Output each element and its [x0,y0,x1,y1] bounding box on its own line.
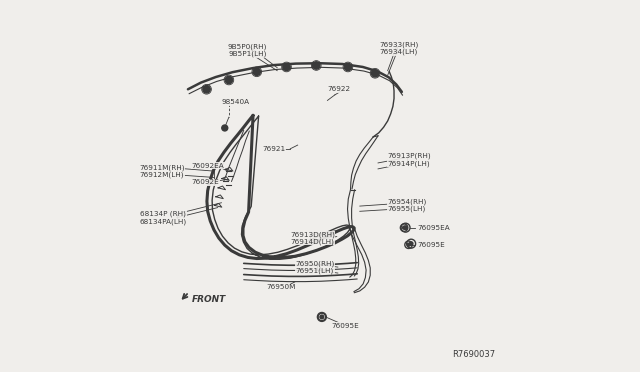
Circle shape [283,63,291,71]
Circle shape [320,315,324,319]
Circle shape [321,315,323,318]
Text: 76092E: 76092E [191,179,220,185]
Circle shape [407,243,410,246]
Circle shape [225,76,232,84]
Text: 98540A: 98540A [221,99,250,105]
Text: 9B5P0(RH)
9B5P1(LH): 9B5P0(RH) 9B5P1(LH) [228,43,267,57]
Circle shape [344,63,351,71]
Circle shape [222,125,228,131]
Text: 76095E: 76095E [418,242,445,248]
Circle shape [312,62,320,69]
Circle shape [403,226,406,229]
Circle shape [253,68,260,76]
Text: 76922: 76922 [328,86,351,92]
Text: 76954(RH)
76955(LH): 76954(RH) 76955(LH) [387,198,426,212]
Text: 76950(RH)
76951(LH): 76950(RH) 76951(LH) [296,260,335,274]
Text: 76095E: 76095E [331,323,359,328]
Circle shape [410,242,413,246]
Text: 76911M(RH)
76912M(LH): 76911M(RH) 76912M(LH) [140,164,185,178]
Text: 76913D(RH)
76914D(LH): 76913D(RH) 76914D(LH) [291,231,335,245]
Circle shape [203,86,211,93]
Text: FRONT: FRONT [191,295,226,304]
Text: 76950M: 76950M [266,284,296,290]
Text: 76933(RH)
76934(LH): 76933(RH) 76934(LH) [380,41,419,55]
Text: R7690037: R7690037 [452,350,495,359]
Text: 76913P(RH)
76914P(LH): 76913P(RH) 76914P(LH) [387,153,431,167]
Text: 68134P (RH)
68134PA(LH): 68134P (RH) 68134PA(LH) [140,211,187,225]
Circle shape [404,226,407,230]
Circle shape [371,70,379,77]
Text: 76092EA: 76092EA [191,163,225,169]
Text: 76921: 76921 [262,146,285,152]
Text: 76095EA: 76095EA [418,225,451,231]
